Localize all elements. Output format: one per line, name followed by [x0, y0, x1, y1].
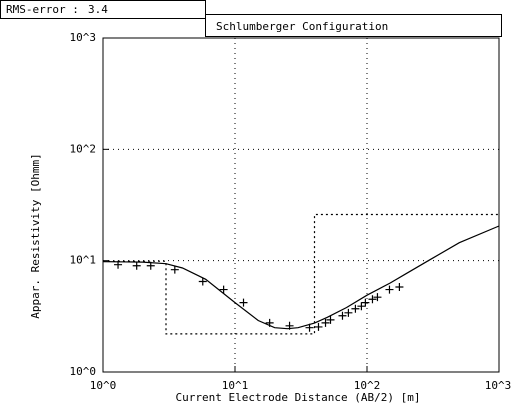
rms-box: [0, 0, 206, 19]
model-curve: [102, 225, 500, 330]
y-tick-label: 10^3: [70, 31, 97, 44]
y-tick-label: 10^0: [70, 365, 97, 378]
data-point: [357, 302, 366, 311]
data-point: [351, 304, 360, 313]
x-tick-label: 10^3: [485, 379, 512, 392]
data-point: [373, 293, 382, 302]
data-point: [305, 323, 314, 332]
data-point: [321, 318, 330, 327]
rms-label: RMS-error :: [6, 3, 79, 16]
data-point: [338, 311, 347, 320]
data-point: [385, 285, 394, 294]
y-axis-label: Appar. Resistivity [Ohmm]: [29, 153, 42, 319]
data-point: [170, 265, 179, 274]
data-point: [361, 298, 370, 307]
x-axis-label: Current Electrode Distance (AB/2) [m]: [175, 391, 420, 404]
data-point: [344, 308, 353, 317]
plot-frame: [102, 37, 500, 373]
y-tick-label: 10^1: [70, 254, 97, 267]
rms-value: 3.4: [88, 3, 108, 16]
data-point: [326, 315, 335, 324]
data-point: [132, 261, 141, 270]
data-point: [314, 322, 323, 331]
y-tick-label: 10^2: [70, 142, 97, 155]
data-point: [395, 283, 404, 292]
data-point: [198, 277, 207, 286]
x-tick-label: 10^1: [222, 379, 249, 392]
data-point: [265, 318, 274, 327]
model-layers: [103, 213, 499, 335]
title-box: [205, 14, 502, 37]
data-point: [114, 260, 123, 269]
x-tick-label: 10^2: [354, 379, 381, 392]
chart-title: Schlumberger Configuration: [216, 20, 388, 33]
data-point: [146, 261, 155, 270]
data-point: [368, 295, 377, 304]
data-point: [285, 321, 294, 330]
x-tick-label: 10^0: [90, 379, 117, 392]
data-point: [219, 285, 228, 294]
data-point: [239, 298, 248, 307]
